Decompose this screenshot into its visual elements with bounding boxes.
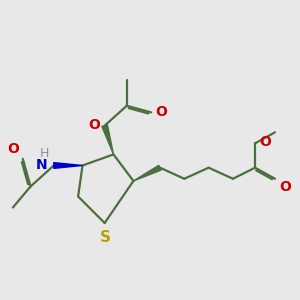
Text: H: H [40,148,49,160]
Text: O: O [88,118,100,132]
Text: O: O [279,180,291,194]
Text: O: O [8,142,20,156]
Text: N: N [36,158,48,172]
Text: O: O [155,105,167,119]
Text: O: O [259,135,271,149]
Polygon shape [134,165,161,181]
Polygon shape [54,163,82,168]
Polygon shape [102,125,113,154]
Text: S: S [100,230,111,245]
